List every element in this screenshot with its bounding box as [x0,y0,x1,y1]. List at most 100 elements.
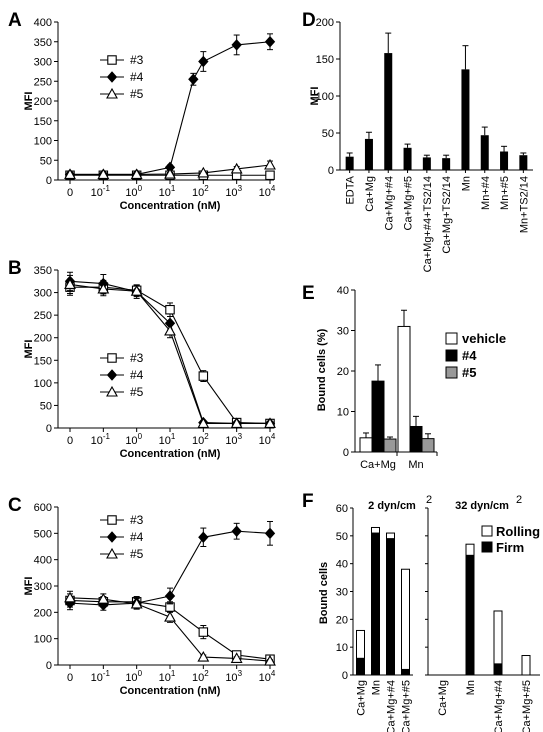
legend-swatch [445,366,458,379]
data-point [164,167,176,179]
y-axis-label: Bound cells [318,562,330,624]
y-tick-label: 300 [34,288,52,300]
data-point [97,168,110,180]
y-tick-label: 0 [46,423,52,435]
x-tick-label: 101 [159,184,176,199]
x-tick-label: 0 [67,435,73,447]
bar-firm [401,668,410,676]
data-point [197,166,210,178]
y-axis-label: MFI [23,577,35,596]
x-tick-label: 10-1 [91,669,111,684]
data-point [106,369,118,381]
y-tick-label: 250 [34,76,52,88]
bar-rolling [493,610,503,665]
legend-label: #4 [130,530,144,544]
x-tick-label: Ca+Mg+TS2/14 [441,176,453,254]
y-tick-label: 200 [34,333,52,345]
x-axis-label: Concentration (nM) [120,685,221,697]
y-tick-label: 400 [34,555,52,567]
bar-rolling [521,655,531,676]
legend-label: #3 [130,513,144,527]
x-tick-label: Mn+#4 [480,176,492,210]
chart-panel-e: E 0 10 20 30 40 Bound cells (%) Ca+Mg Mn vehicle #… [302,283,506,471]
y-tick-label: 40 [336,559,348,571]
y-tick-label: 60 [336,503,348,515]
x-tick-label: Ca+Mg+#5 [521,680,533,732]
bar-rolling [371,526,380,534]
x-tick-label: 10-1 [91,432,111,447]
y-tick-label: 30 [336,587,348,599]
y-tick-label: 10 [337,407,349,419]
legend-label: vehicle [462,331,506,346]
series-line [70,41,271,176]
bar [480,135,489,170]
y-tick-label: 20 [337,366,349,378]
data-point [264,158,276,170]
x-tick-label: Ca+Mg+#5 [403,176,415,230]
bar [519,155,528,170]
data-point [106,547,118,559]
bar [383,438,397,453]
y-tick-label: 500 [34,528,52,540]
data-point [106,71,118,83]
legend-label: #4 [462,348,477,363]
data-point [164,324,176,336]
bar-rolling [401,568,410,670]
data-point [130,597,143,609]
legend-label: #3 [130,351,144,365]
y-tick-label: 0 [342,670,348,682]
y-tick-label: 300 [34,581,52,593]
panel-letter: B [8,258,22,279]
legend-label: #4 [130,70,144,84]
x-tick-label: Ca+Mg [356,680,368,716]
bar [421,438,435,453]
y-tick-label: 10 [336,642,348,654]
y-tick-label: 100 [34,634,52,646]
y-tick-label: 350 [34,37,52,49]
x-tick-label: 103 [225,432,242,447]
x-tick-label: 102 [192,184,209,199]
data-point [198,371,209,381]
y-tick-label: 200 [34,607,52,619]
legend-label: Firm [496,540,524,555]
data-point [265,170,275,181]
data-point [231,39,242,51]
data-point [188,73,199,86]
data-point [231,525,242,537]
data-point [64,591,76,603]
y-tick-label: 50 [40,155,52,167]
data-point [64,278,76,289]
x-tick-label: Ca+Mg+#5 [401,680,413,732]
x-tick-label: Mn [371,680,383,695]
y-tick-label: 0 [343,447,349,459]
legend-label: Rolling [496,524,540,539]
y-axis-label: MFI [309,87,321,106]
data-point [97,593,110,604]
data-point [230,417,243,429]
x-tick-label: EDTA [345,175,357,204]
y-tick-label: 100 [34,378,52,390]
panel-letter: E [302,283,315,304]
x-tick-label: 104 [259,184,276,199]
chart-panel-b: B 0 50 100 150 200 250 300 350 0 10-1 100 101 102 103 1… [8,258,276,460]
group-title-superscript: 2 [516,494,522,506]
y-tick-label: 100 [316,91,334,103]
bar-firm [386,538,395,676]
legend-label: #5 [130,547,144,561]
data-point [197,417,210,429]
y-tick-label: 200 [316,17,334,29]
x-tick-label: 10-1 [91,184,111,199]
y-tick-label: 600 [34,502,52,514]
bar [371,380,385,453]
x-tick-label: Ca+Mg [437,680,449,716]
panel-letter: C [8,495,22,516]
data-point [130,285,143,296]
x-tick-label: 100 [125,184,142,199]
data-point [107,55,117,65]
bar [364,138,373,170]
bar [345,156,354,170]
x-tick-label: 101 [159,432,176,447]
data-point [264,417,276,429]
legend-label: #5 [130,87,144,101]
legend-label: #5 [462,365,476,380]
